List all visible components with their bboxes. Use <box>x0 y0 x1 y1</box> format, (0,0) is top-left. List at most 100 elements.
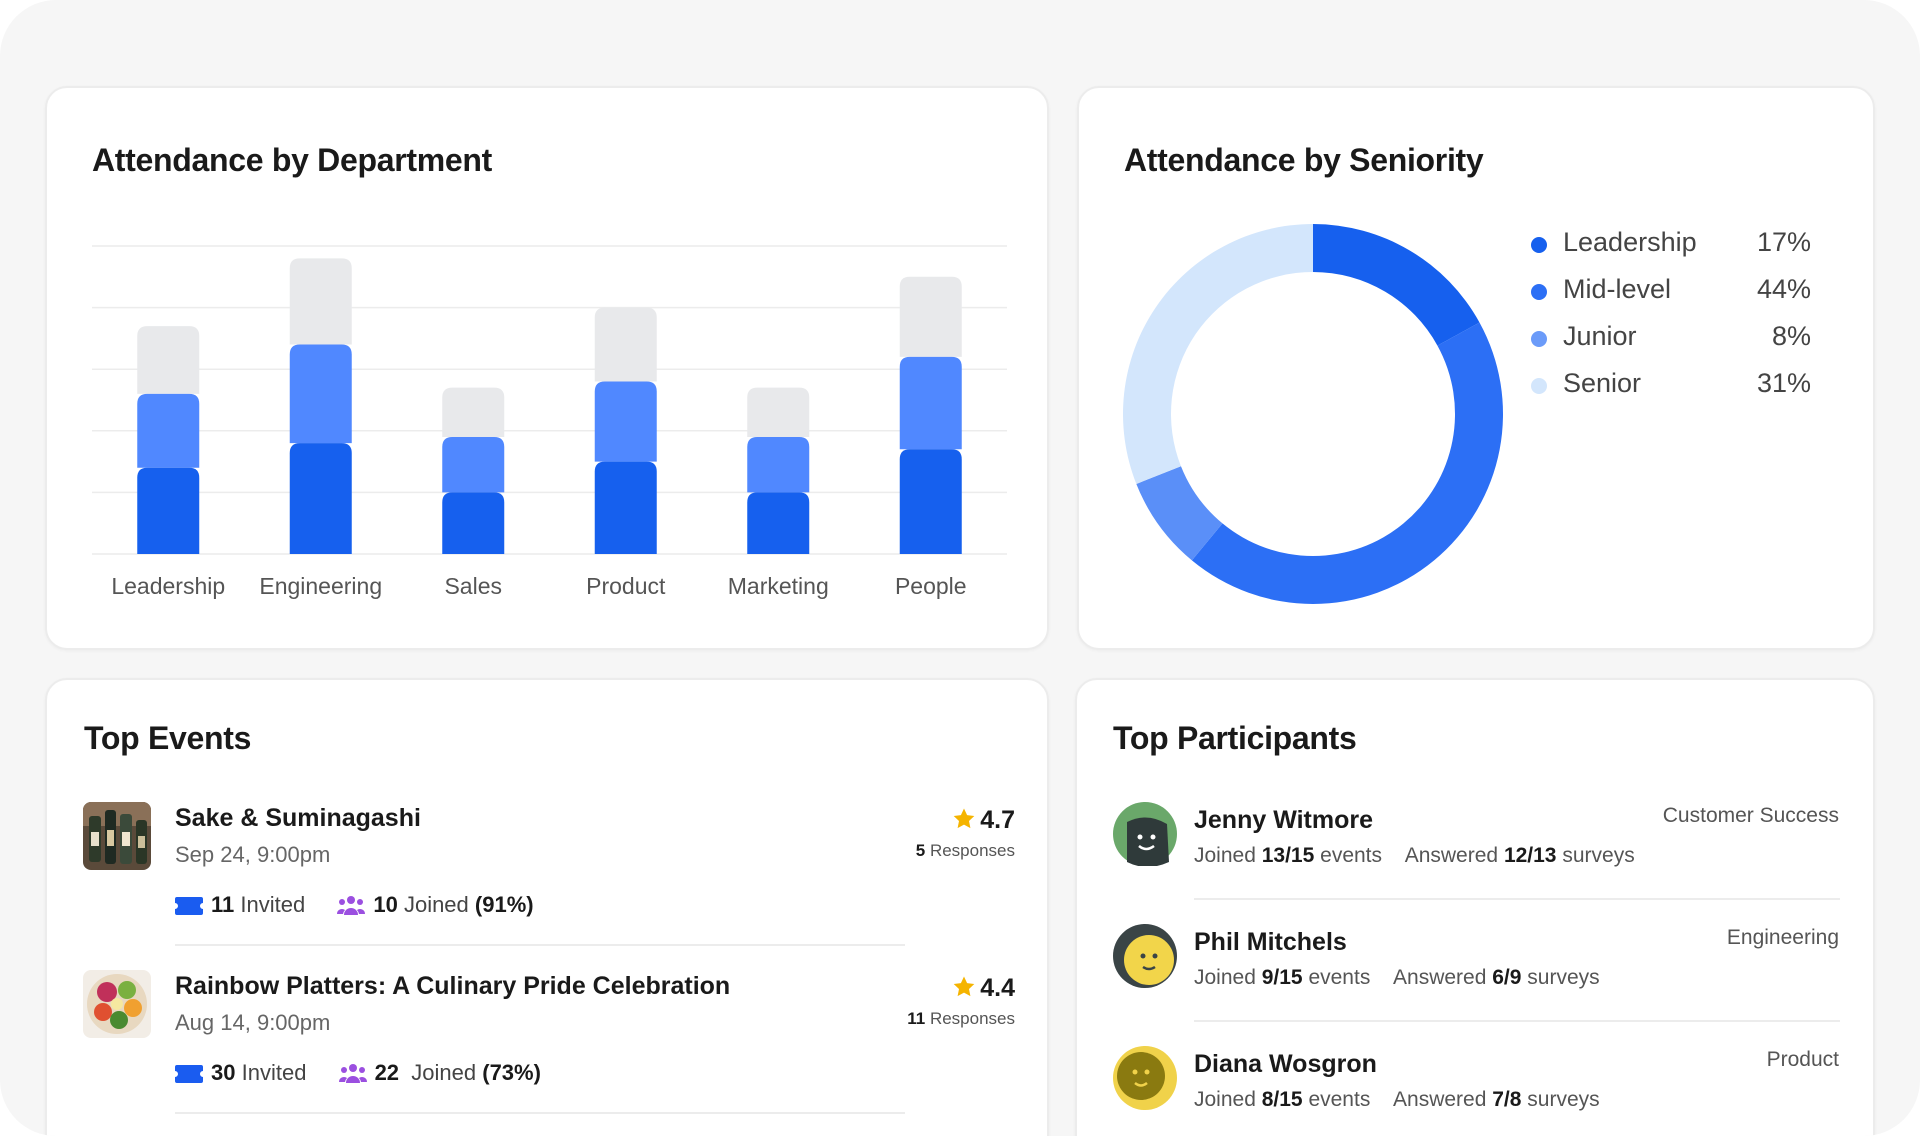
event-divider <box>175 944 905 946</box>
bar-segment <box>594 307 657 382</box>
ticket-icon <box>175 1065 203 1083</box>
responses-count: 11 Responses <box>907 1009 1015 1028</box>
people-icon <box>337 896 366 915</box>
legend-dot <box>1531 331 1547 347</box>
bar-segment <box>747 436 810 493</box>
participant-item[interactable]: Jenny Witmore Customer Success Joined 13… <box>1077 802 1873 924</box>
participant-stats: Joined 13/15 events Answered 12/13 surve… <box>1194 844 1635 867</box>
top-participants-card: Top Participants Jenny Witmore Customer … <box>1075 678 1875 1136</box>
seniority-legend: Leadership 17% Mid-level 44% Junior 8% S… <box>1531 222 1811 410</box>
invited-stat: 30 Invited <box>175 1060 306 1086</box>
joined-stat: 22 Joined (73%) <box>338 1060 541 1086</box>
legend-value: 8% <box>1771 321 1811 351</box>
legend-value: 17% <box>1756 227 1811 257</box>
x-tick-label: Product <box>586 573 666 599</box>
bar-segment <box>289 258 352 345</box>
avatar <box>1113 1046 1177 1110</box>
bar-stack-marketing[interactable] <box>747 387 810 554</box>
joined-stat: 10 Joined (91%) <box>337 892 534 918</box>
participant-divider <box>1194 1020 1840 1022</box>
avatar <box>1113 924 1177 988</box>
bar-segment <box>289 443 352 554</box>
joined-count: 22 <box>374 1060 400 1085</box>
x-tick-label: Marketing <box>728 573 829 599</box>
donut-slice-senior[interactable] <box>1123 224 1313 484</box>
bar-segment <box>442 492 505 554</box>
bar-segment <box>747 387 810 437</box>
legend-label: Leadership <box>1563 227 1697 257</box>
legend-item-mid-level: Mid-level 44% <box>1531 269 1811 316</box>
invited-count: 11 <box>211 892 235 917</box>
participant-name[interactable]: Jenny Witmore <box>1194 806 1373 834</box>
event-date: Aug 14, 9:00pm <box>175 1010 331 1035</box>
bar-stack-leadership[interactable] <box>137 326 200 554</box>
bar-segment <box>289 344 352 444</box>
event-item[interactable]: Sake & Suminagashi Sep 24, 9:00pm 11 Inv… <box>47 802 1047 972</box>
bar-segment <box>899 276 962 357</box>
bar-stack-engineering[interactable] <box>289 258 352 554</box>
event-item[interactable]: Rainbow Platters: A Culinary Pride Celeb… <box>47 970 1047 1136</box>
participant-stats: Joined 8/15 events Answered 7/8 surveys <box>1194 1088 1600 1111</box>
bar-segment <box>137 393 200 468</box>
event-stats: 30 Invited 22 Joined (73%) <box>175 1060 567 1086</box>
legend-label: Senior <box>1563 368 1642 398</box>
x-tick-label: Engineering <box>259 573 382 599</box>
ticket-icon <box>175 897 203 915</box>
star-icon <box>953 976 975 997</box>
bar-segment <box>442 387 505 437</box>
participant-divider <box>1194 898 1840 900</box>
legend-value: 44% <box>1756 274 1811 304</box>
donut-slice-leadership[interactable] <box>1313 224 1480 346</box>
invited-label: Invited <box>241 1060 307 1085</box>
joined-percent: (91%) <box>474 892 534 917</box>
legend-value: 31% <box>1756 368 1811 398</box>
top-participants-title: Top Participants <box>1113 720 1357 756</box>
joined-label: Joined <box>403 892 469 917</box>
attendance-by-department-card: Attendance by Department Leadership Engin… <box>45 86 1049 650</box>
people-icon <box>338 1064 367 1083</box>
bar-segment <box>137 326 200 394</box>
joined-percent: (73%) <box>482 1060 541 1085</box>
x-tick-label: Leadership <box>111 573 225 599</box>
sake-bottles-image <box>83 802 151 870</box>
event-title[interactable]: Rainbow Platters: A Culinary Pride Celeb… <box>175 972 731 1000</box>
participant-item[interactable]: Phil Mitchels Engineering Joined 9/15 ev… <box>1077 924 1873 1046</box>
participant-name[interactable]: Diana Wosgron <box>1194 1050 1377 1078</box>
bar-stack-product[interactable] <box>594 307 657 554</box>
legend-dot <box>1531 284 1547 300</box>
bar-segment <box>137 467 200 554</box>
x-tick-label: Sales <box>444 573 502 599</box>
bar-stack-people[interactable] <box>899 276 962 554</box>
invited-label: Invited <box>240 892 306 917</box>
event-divider <box>175 1112 905 1114</box>
event-rating: 4.4 11 Responses <box>907 974 1015 1029</box>
seniority-donut-chart <box>1123 224 1503 604</box>
department-chart-title: Attendance by Department <box>92 142 492 178</box>
rating-score: 4.4 <box>980 974 1015 1002</box>
bar-segment <box>747 492 810 554</box>
bar-segment <box>899 356 962 450</box>
joined-label: Joined <box>411 1060 477 1085</box>
participant-name[interactable]: Phil Mitchels <box>1194 928 1347 956</box>
donut-slice-mid-level[interactable] <box>1191 322 1503 604</box>
bar-segment <box>899 449 962 554</box>
event-stats: 11 Invited 10 Joined (91%) <box>175 892 560 918</box>
event-title[interactable]: Sake & Suminagashi <box>175 804 421 832</box>
bar-stack-sales[interactable] <box>442 387 505 554</box>
attendance-by-seniority-card: Attendance by Seniority Leadership 17% M… <box>1077 86 1875 650</box>
participant-department: Engineering <box>1726 926 1839 949</box>
participant-item[interactable]: Diana Wosgron Product Joined 8/15 events… <box>1077 1046 1873 1136</box>
top-events-card: Top Events Sake & Suminagashi Sep 24, 9: <box>45 678 1049 1136</box>
legend-item-senior: Senior 31% <box>1531 363 1811 410</box>
legend-dot <box>1531 378 1547 394</box>
avatar <box>1113 802 1177 866</box>
legend-label: Junior <box>1563 321 1637 351</box>
participant-stats: Joined 9/15 events Answered 6/9 surveys <box>1194 966 1600 989</box>
food-platter-image <box>83 970 151 1038</box>
event-rating: 4.7 5 Responses <box>916 806 1015 861</box>
department-bar-chart: Leadership Engineering Sales Product Marketi… <box>92 245 1007 599</box>
legend-item-junior: Junior 8% <box>1531 316 1811 363</box>
donut-slice-junior[interactable] <box>1136 466 1223 561</box>
participant-department: Customer Success <box>1662 804 1839 827</box>
